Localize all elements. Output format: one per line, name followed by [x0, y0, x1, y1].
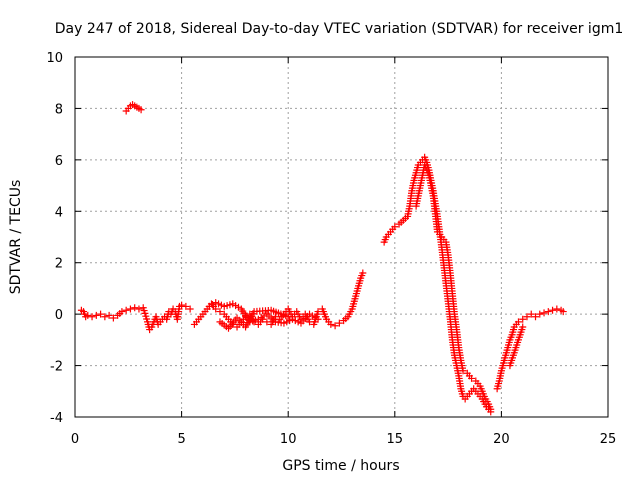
data-point	[182, 302, 190, 310]
data-point	[553, 305, 561, 313]
x-tick-label: 0	[71, 432, 79, 447]
data-point	[549, 306, 557, 314]
data-point	[468, 374, 476, 382]
x-tick-label: 20	[493, 432, 510, 447]
data-point	[459, 367, 467, 375]
y-tick-label: 0	[55, 308, 63, 323]
data-point	[101, 313, 109, 321]
data-point	[178, 301, 186, 309]
data-point	[331, 322, 339, 330]
data-point	[186, 305, 194, 313]
grid	[75, 57, 608, 417]
data-point	[523, 313, 531, 321]
data-point	[544, 308, 552, 316]
axis-ticks: 0 5 10 15 20 25 -4 -2 0 2 4 6 8 10	[46, 51, 616, 447]
data-point	[92, 311, 100, 319]
data-point	[527, 310, 535, 318]
data-point	[84, 311, 92, 319]
y-tick-label: 4	[55, 205, 63, 220]
plot-frame	[74, 56, 609, 418]
data-point	[335, 319, 343, 327]
y-tick-label: -4	[50, 411, 63, 426]
data-point	[314, 315, 322, 323]
data-point	[88, 313, 96, 321]
data-point	[514, 318, 522, 326]
data-point	[122, 306, 130, 314]
data-point	[540, 309, 548, 317]
chart-title: Day 247 of 2018, Sidereal Day-to-day VTE…	[55, 21, 624, 37]
data-point	[105, 311, 113, 319]
y-tick-label: 10	[46, 51, 63, 66]
data-point	[284, 313, 292, 321]
data-point	[487, 405, 495, 413]
data-point	[137, 106, 145, 114]
data-point	[126, 305, 134, 313]
y-axis-label: SDTVAR / TECUs	[8, 180, 24, 295]
data-point	[131, 304, 139, 312]
y-tick-label: 2	[55, 257, 63, 272]
data-point	[559, 308, 567, 316]
y-tick-label: 8	[55, 102, 63, 117]
x-tick-label: 25	[600, 432, 617, 447]
data-point	[135, 305, 143, 313]
data-point	[536, 310, 544, 318]
data-points	[77, 101, 567, 416]
data-point	[359, 269, 367, 277]
data-point	[109, 314, 117, 322]
data-point	[391, 223, 399, 231]
data-point	[216, 308, 224, 316]
x-tick-label: 5	[177, 432, 185, 447]
data-point	[519, 315, 527, 323]
data-point	[532, 313, 540, 321]
y-tick-label: -2	[50, 360, 63, 375]
y-tick-label: 6	[55, 154, 63, 169]
data-point	[118, 308, 126, 316]
x-tick-label: 15	[387, 432, 404, 447]
data-point	[519, 323, 527, 331]
data-point	[327, 320, 335, 328]
x-axis-label: GPS time / hours	[282, 458, 399, 474]
data-point	[97, 310, 105, 318]
data-point	[212, 305, 220, 313]
x-tick-label: 10	[280, 432, 297, 447]
